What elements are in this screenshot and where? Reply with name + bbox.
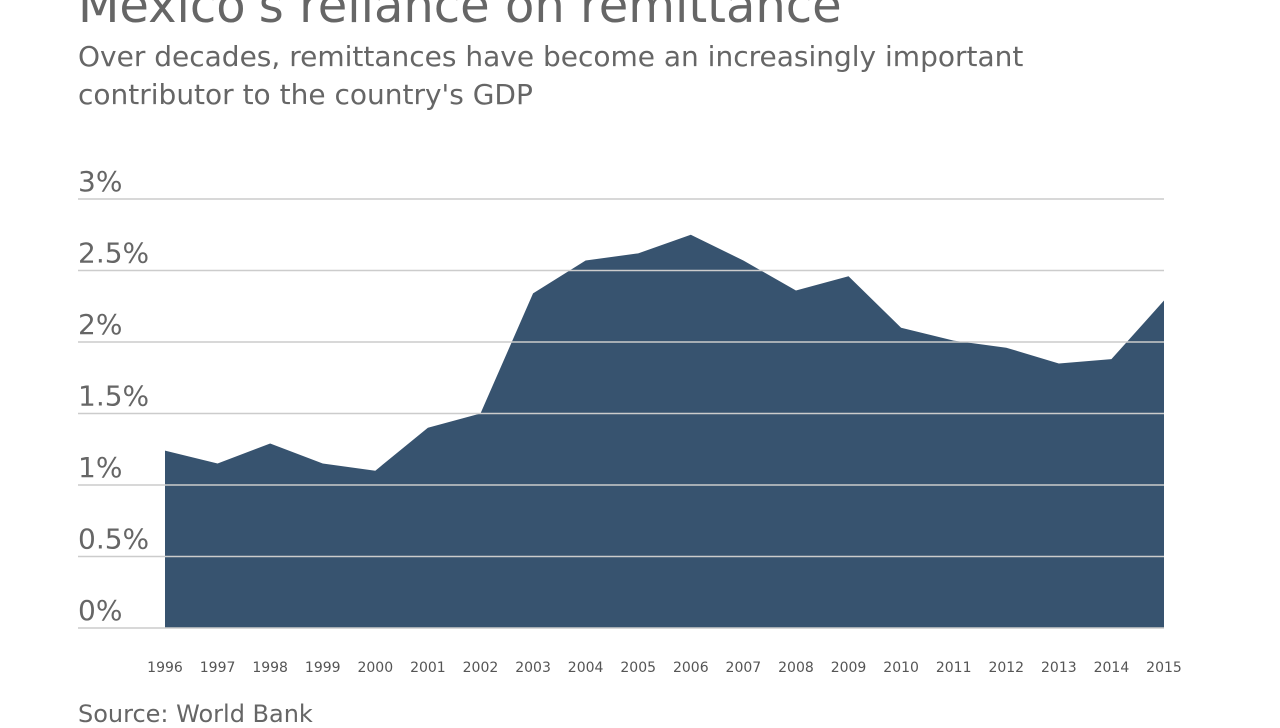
x-tick-label: 2009: [831, 660, 867, 676]
x-tick-label: 1996: [147, 660, 183, 676]
x-tick-label: 2003: [515, 660, 551, 676]
x-tick-label: 2011: [936, 660, 972, 676]
y-tick-label: 2%: [78, 308, 122, 341]
x-tick-label: 2008: [778, 660, 814, 676]
chart-title: Mexico's reliance on remittance: [78, 0, 842, 34]
y-tick-label: 2.5%: [78, 237, 149, 270]
x-tick-label: 2006: [673, 660, 709, 676]
x-tick-label: 2004: [568, 660, 604, 676]
y-tick-label: 3%: [78, 165, 122, 198]
x-tick-label: 1997: [200, 660, 236, 676]
x-tick-label: 1999: [305, 660, 341, 676]
x-tick-label: 2005: [620, 660, 656, 676]
y-tick-label: 1%: [78, 451, 122, 484]
x-tick-label: 2000: [357, 660, 393, 676]
x-tick-label: 1998: [252, 660, 288, 676]
x-tick-label: 2012: [988, 660, 1024, 676]
y-tick-label: 0%: [78, 594, 122, 627]
x-tick-label: 2007: [726, 660, 762, 676]
x-tick-label: 2014: [1094, 660, 1130, 676]
y-tick-label: 1.5%: [78, 380, 149, 413]
x-tick-label: 2002: [463, 660, 499, 676]
x-tick-label: 2001: [410, 660, 446, 676]
x-tick-label: 2013: [1041, 660, 1077, 676]
source-note: Source: World Bank: [78, 700, 313, 728]
area-series: [165, 234, 1164, 628]
chart-subtitle: Over decades, remittances have become an…: [78, 40, 1024, 111]
x-tick-label: 2010: [883, 660, 919, 676]
x-tick-label: 2015: [1146, 660, 1182, 676]
y-tick-label: 0.5%: [78, 523, 149, 556]
